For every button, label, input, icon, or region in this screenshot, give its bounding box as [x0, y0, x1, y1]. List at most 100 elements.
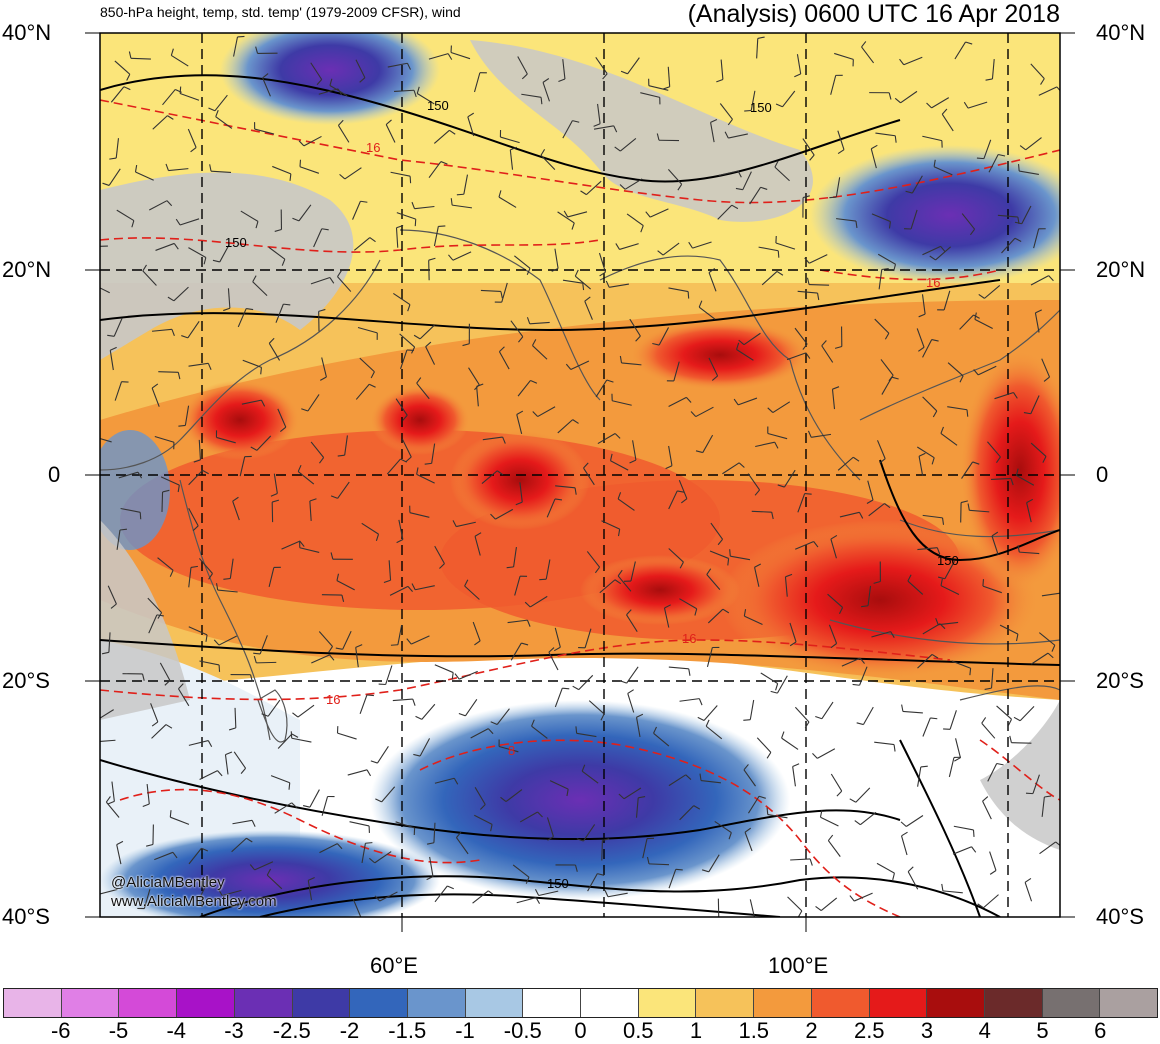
wind-barb	[216, 436, 236, 444]
wind-barb-flag	[664, 604, 671, 609]
wind-barb	[747, 473, 761, 491]
wind-barb	[514, 255, 531, 269]
wind-barb-flag	[985, 78, 993, 81]
wind-barb	[794, 706, 810, 723]
wind-barb	[277, 408, 287, 428]
wind-barb-flag	[998, 153, 1006, 157]
wind-barb	[692, 241, 712, 249]
wind-barb-flag	[416, 86, 420, 94]
height-label: 150	[750, 100, 772, 115]
wind-barb-flag	[635, 335, 641, 342]
wind-barb-flag	[162, 489, 170, 493]
wind-barb	[903, 56, 923, 66]
wind-barb	[517, 380, 531, 397]
wind-barb	[1025, 137, 1042, 151]
wind-barb-flag	[328, 646, 333, 653]
wind-barb	[989, 851, 997, 871]
wind-barb-flag	[890, 631, 895, 638]
wind-barb	[505, 789, 523, 803]
wind-barb-flag	[337, 270, 342, 277]
wind-barb-flag	[685, 396, 692, 403]
wind-barb	[416, 473, 435, 484]
wind-barb-flag	[735, 187, 743, 191]
wind-barb	[597, 103, 601, 124]
wind-barb	[152, 115, 168, 130]
colorbar-swatch	[638, 989, 697, 1017]
wind-barb	[797, 290, 818, 294]
wind-barb	[905, 815, 924, 827]
wind-barb-flag	[849, 895, 855, 902]
wind-barb	[298, 204, 312, 222]
wind-barb	[173, 286, 189, 302]
wind-barb	[578, 674, 594, 690]
wind-barb	[974, 318, 993, 330]
wind-barb	[187, 321, 200, 339]
wind-barb-flag	[861, 605, 869, 608]
wind-barb-flag	[336, 573, 340, 581]
wind-barb	[1019, 170, 1039, 175]
wind-barb	[1031, 652, 1049, 665]
wind-barb	[517, 56, 528, 75]
colorbar-tick-label: -4	[166, 1018, 187, 1043]
wind-barb	[135, 171, 154, 181]
wind-barb-flag	[413, 753, 421, 757]
wind-barb	[401, 438, 412, 458]
wind-barb-flag	[738, 339, 745, 346]
wind-barb	[215, 116, 233, 129]
wind-barb	[917, 446, 935, 459]
wind-barb	[154, 851, 174, 861]
wind-barb-flag	[288, 782, 291, 790]
wind-barb-flag	[424, 462, 432, 465]
wind-barb	[586, 551, 601, 568]
wind-barb	[717, 204, 733, 220]
wind-barb-flag	[359, 77, 366, 83]
wind-barb	[256, 435, 272, 451]
wind-barb-flag	[665, 465, 673, 470]
wind-barb	[111, 781, 115, 802]
wind-barb	[562, 120, 573, 139]
wind-barb	[961, 461, 974, 479]
wind-barb-flag	[142, 803, 150, 808]
wind-barb	[394, 89, 415, 92]
wind-barb	[120, 507, 141, 513]
wind-barb-flag	[540, 97, 543, 105]
wind-barb	[199, 770, 218, 781]
wind-barb-flag	[891, 376, 899, 380]
wind-barb-flag	[178, 424, 186, 427]
wind-barb-flag	[292, 712, 299, 718]
wind-barb	[218, 635, 238, 646]
wind-barb-flag	[439, 563, 445, 569]
wind-barb	[679, 805, 695, 821]
wind-barb	[947, 362, 964, 377]
wind-barb-flag	[448, 254, 454, 261]
wind-barb-flag	[892, 873, 895, 881]
wind-barb	[627, 57, 640, 75]
wind-barb	[728, 133, 748, 139]
wind-barb	[390, 171, 411, 177]
wind-barb-flag	[804, 493, 812, 495]
wind-barb-flag	[172, 851, 178, 859]
wind-barb	[921, 294, 926, 315]
wind-barb	[1030, 63, 1045, 79]
wind-barb-flag	[86, 240, 88, 247]
wind-barb-flag	[775, 683, 779, 691]
wind-barb	[567, 211, 588, 218]
wind-barb	[668, 396, 687, 407]
wind-barb-flag	[531, 719, 535, 727]
colorbar-swatch	[927, 989, 985, 1017]
wind-barb	[463, 174, 469, 195]
colorbar-swatch	[811, 989, 870, 1017]
wind-barb-flag	[813, 541, 819, 548]
wind-barb-flag	[638, 796, 646, 799]
wind-barb-flag	[291, 802, 298, 809]
colorbar-tick-label: -3	[224, 1018, 244, 1043]
wind-barb	[344, 167, 362, 180]
wind-barb	[910, 209, 918, 230]
wind-barb-flag	[809, 858, 813, 866]
wind-barb-flag	[858, 512, 864, 519]
wind-barb-flag	[209, 164, 212, 172]
wind-barb	[922, 514, 943, 519]
wind-barb	[954, 41, 966, 60]
wind-barb-flag	[697, 716, 705, 721]
wind-barb	[355, 647, 359, 668]
